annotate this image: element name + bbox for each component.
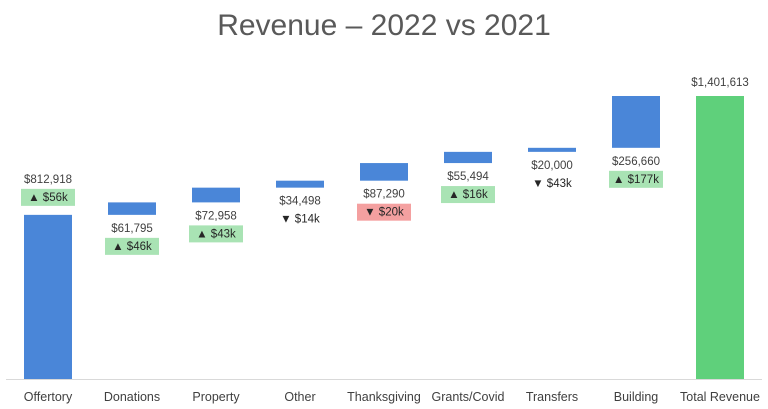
x-tick-label: Building xyxy=(614,390,659,404)
bar-other xyxy=(276,180,324,188)
change-label: ▲ $56k xyxy=(28,192,68,204)
value-label: $1,401,613 xyxy=(691,77,749,89)
change-label: ▼ $43k xyxy=(532,178,572,190)
x-tick-label: Property xyxy=(192,390,240,404)
value-label: $87,290 xyxy=(363,189,405,201)
bar-donations xyxy=(108,202,156,215)
bar-property xyxy=(192,187,240,203)
bars-group xyxy=(24,96,744,379)
change-highlight xyxy=(357,203,411,221)
change-highlight xyxy=(21,188,75,206)
value-label: $34,498 xyxy=(279,196,321,208)
bar-grants-covid xyxy=(444,151,492,164)
labels-group: Offertory $812,918 ▲ $56k Donations $61,795 ▲… xyxy=(21,77,760,404)
value-label: $256,660 xyxy=(612,156,660,168)
change-highlight xyxy=(441,186,495,204)
change-highlight xyxy=(105,237,159,255)
bar-building xyxy=(612,96,660,148)
bar-transfers xyxy=(528,147,576,152)
change-label: ▲ $177k xyxy=(613,174,659,186)
value-label: $20,000 xyxy=(531,160,573,172)
change-highlight xyxy=(609,170,663,188)
x-tick-label: Total Revenue xyxy=(680,390,760,404)
change-label: ▼ $14k xyxy=(280,214,320,226)
bar-thanksgiving xyxy=(360,163,408,181)
x-tick-label: Grants/Covid xyxy=(432,390,505,404)
change-label: ▲ $46k xyxy=(112,241,152,253)
chart-title: Revenue – 2022 vs 2021 xyxy=(217,9,551,42)
value-label: $61,795 xyxy=(111,223,153,235)
change-label: ▼ $20k xyxy=(364,207,404,219)
change-highlight xyxy=(189,225,243,243)
x-tick-label: Thanksgiving xyxy=(347,390,421,404)
x-tick-label: Offertory xyxy=(24,390,73,404)
value-label: $812,918 xyxy=(24,174,72,186)
change-label: ▲ $16k xyxy=(448,189,488,201)
change-label: ▲ $43k xyxy=(196,228,236,240)
value-label: $55,494 xyxy=(447,171,489,183)
x-tick-label: Transfers xyxy=(526,390,578,404)
x-tick-label: Other xyxy=(284,390,315,404)
bar-offertory xyxy=(24,214,72,379)
value-label: $72,958 xyxy=(195,210,237,222)
bar-total-revenue xyxy=(696,96,744,379)
x-tick-label: Donations xyxy=(104,390,160,404)
